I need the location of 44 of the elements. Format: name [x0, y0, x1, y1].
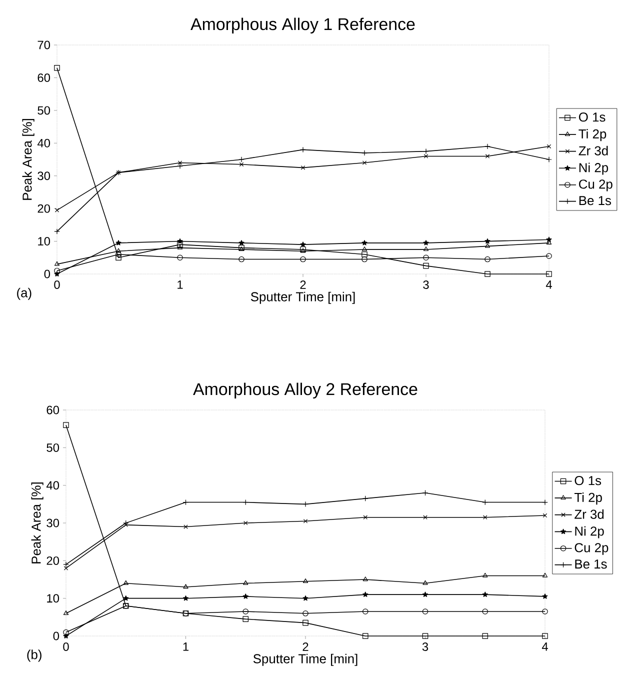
chart-title: Amorphous Alloy 1 Reference — [190, 18, 415, 34]
text: (a) — [17, 288, 32, 300]
y-tick-label: 30 — [38, 172, 50, 180]
y-tick-label: 50 — [46, 443, 60, 452]
x-tick-label: 2 — [302, 642, 308, 651]
legend-label: Ni 2p — [575, 526, 604, 538]
y-tick-label: 30 — [46, 518, 60, 528]
x-tick-label: 0 — [63, 642, 69, 651]
legend-label: Be 1s — [579, 196, 612, 206]
text: (b) — [27, 650, 42, 662]
legend-label: Zr 3d — [578, 146, 608, 156]
legend-label: Cu 2p — [574, 543, 608, 555]
y-tick-label: 0 — [53, 632, 60, 640]
legend-label: Ti 2p — [574, 492, 602, 505]
x-tick-label: 4 — [546, 280, 552, 289]
legend-label: Ti 2p — [578, 129, 606, 142]
y-tick-label: 10 — [38, 237, 50, 246]
y-tick-label: 40 — [46, 481, 60, 490]
y-tick-label: 20 — [46, 556, 60, 565]
y-tick-label: 10 — [47, 594, 60, 603]
legend-label: O 1s — [578, 112, 606, 122]
y-tick-label: 20 — [38, 204, 50, 213]
y-tick-label: 40 — [37, 138, 50, 148]
y-axis-title: Peak Area [%] — [22, 119, 34, 200]
y-tick-label: 60 — [38, 73, 50, 82]
y-tick-label: 70 — [38, 40, 50, 50]
y-tick-label: 50 — [38, 106, 50, 115]
x-axis-title: Sputter Time [min] — [250, 292, 355, 304]
chart-title: Amorphous Alloy 2 Reference — [193, 382, 418, 399]
legend-label: Cu 2p — [579, 180, 612, 192]
x-tick-label: 4 — [542, 642, 548, 651]
y-tick-label: 60 — [46, 406, 60, 414]
legend-label: O 1s — [574, 476, 602, 486]
y-tick-label: 0 — [44, 270, 50, 278]
x-tick-label: 1 — [178, 280, 183, 289]
x-tick-label: 3 — [422, 642, 428, 651]
y-axis-title: Peak Area [%] — [31, 482, 44, 564]
x-tick-label: 3 — [423, 280, 429, 289]
legend-label: Be 1s — [575, 560, 607, 569]
legend-label: Ni 2p — [579, 162, 608, 175]
x-tick-label: 2 — [300, 280, 306, 289]
x-axis-title: Sputter Time [min] — [253, 654, 358, 666]
legend-label: Zr 3d — [574, 509, 604, 519]
x-tick-label: 1 — [183, 642, 188, 651]
